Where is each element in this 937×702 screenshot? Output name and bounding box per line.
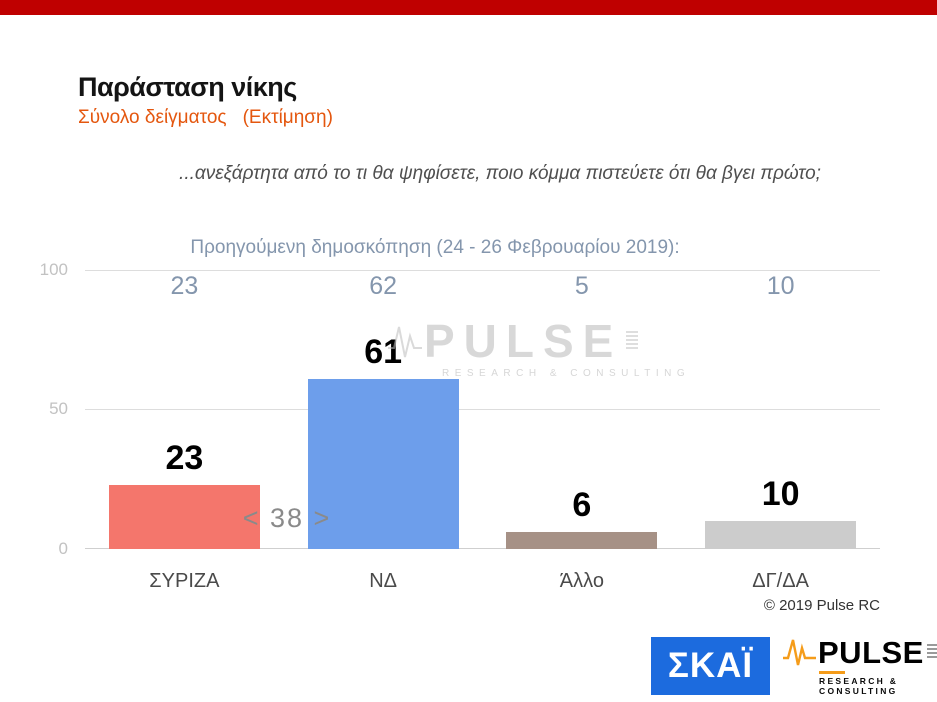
gridline-baseline: [85, 548, 880, 549]
watermark-fineprint: [626, 331, 639, 351]
category-label-other: Άλλο: [559, 570, 604, 592]
category-label-nd: ΝΔ: [369, 570, 398, 592]
pulse-logo-fineprint: [926, 644, 937, 660]
x-axis-category-labels: ΣΥΡΙΖΑ ΝΔ Άλλο ΔΓ/ΔΑ: [85, 570, 880, 593]
difference-annotation: < 38 >: [242, 503, 332, 533]
bar-value-label: 6: [572, 486, 592, 525]
watermark-tagline: RESEARCH & CONSULTING: [442, 368, 691, 379]
previous-value-other: 5: [574, 272, 589, 300]
bar-column-syriza: 23 23: [85, 270, 284, 549]
pulse-watermark: PULSE RESEARCH & CONSULTING: [386, 318, 690, 379]
subtitle: Σύνολο δείγματος (Εκτίμηση): [78, 107, 333, 129]
bar: [307, 378, 459, 549]
estimate-label: (Εκτίμηση): [242, 107, 333, 128]
bar-value-label: 23: [165, 438, 204, 477]
pulse-waveform-icon: [388, 326, 422, 358]
survey-question: ...ανεξάρτητα από το τι θα ψηφίσετε, ποι…: [179, 163, 821, 184]
pulse-logo-waveform-icon: [783, 639, 816, 666]
bar: [705, 521, 857, 549]
bar-column-nd: 62 61: [284, 270, 483, 549]
y-axis-tick-100: 100: [39, 260, 68, 279]
category-label-dontknow: ΔΓ/ΔΑ: [752, 570, 809, 592]
pulse-logo-brand: PULSE: [818, 634, 924, 670]
previous-value-nd: 62: [369, 272, 398, 300]
skai-logo: ΣΚΑΪ: [651, 637, 770, 695]
gridline-50: [85, 409, 880, 410]
watermark-brand: PULSE: [424, 315, 623, 367]
y-axis-tick-0: 0: [58, 539, 68, 558]
previous-value-syriza: 23: [170, 272, 199, 300]
pulse-logo: PULSE RESEARCH & CONSULTING: [782, 636, 937, 696]
skai-logo-label: ΣΚΑΪ: [667, 646, 754, 685]
bar-chart-plot-area: 23 23 62 61 5 6 10 10 < 38 >: [85, 270, 880, 549]
bar: [108, 484, 260, 549]
top-accent-bar: [0, 0, 937, 15]
gridline-100: [85, 270, 880, 271]
previous-value-dontknow: 10: [766, 272, 795, 300]
bar-value-label: 10: [761, 475, 800, 514]
previous-poll-label: Προηγούμενη δημοσκόπηση (24 - 26 Φεβρουα…: [190, 237, 680, 258]
page-title: Παράσταση νίκης: [78, 72, 297, 102]
pulse-logo-tagline: RESEARCH & CONSULTING: [819, 676, 899, 696]
y-axis-tick-50: 50: [49, 399, 68, 418]
sample-label: Σύνολο δείγματος: [78, 107, 227, 128]
copyright-note: © 2019 Pulse RC: [763, 597, 880, 614]
pulse-logo-orange-bar: [819, 671, 845, 674]
bar-column-dontknow: 10 10: [681, 270, 880, 549]
category-label-syriza: ΣΥΡΙΖΑ: [149, 570, 220, 592]
bar-column-other: 5 6: [483, 270, 682, 549]
bar-columns: 23 23 62 61 5 6 10 10: [85, 270, 880, 549]
bar: [506, 532, 658, 549]
